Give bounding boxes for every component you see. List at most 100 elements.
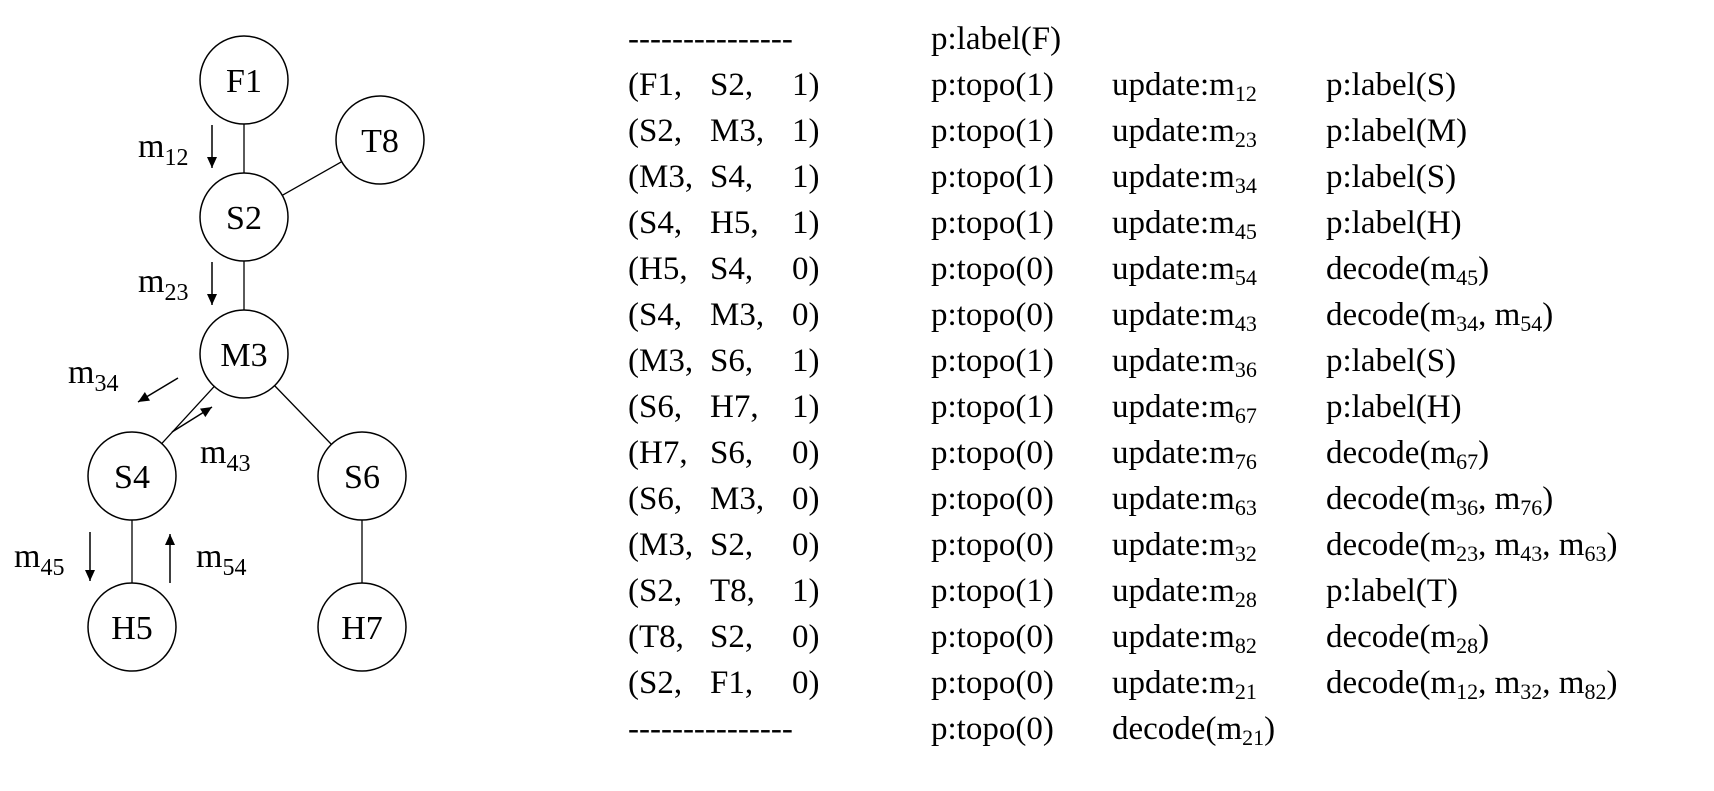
- update-call: update:m82: [1112, 614, 1257, 660]
- node-circle: [199, 309, 289, 399]
- message-base: m: [1494, 665, 1521, 701]
- tree-node-s6: S6: [317, 431, 407, 521]
- label-text: p:label(T): [1326, 573, 1458, 609]
- paren-open: (: [1419, 527, 1431, 563]
- update-call: update:m23: [1112, 108, 1257, 154]
- schedule-row: (M3, S4, 1) p:topo(1) update:m34 p:label(S): [0, 154, 1714, 200]
- message-sub: 82: [1584, 679, 1607, 704]
- decode-word: decode: [1112, 711, 1206, 747]
- update-prefix: update:m: [1112, 67, 1235, 103]
- decode-word: decode: [1326, 297, 1420, 333]
- message-base: m: [1494, 481, 1521, 517]
- update-sub: 63: [1234, 495, 1257, 520]
- triple-part: 0): [792, 251, 820, 287]
- triple-part: H7,: [710, 389, 759, 425]
- update-sub: 76: [1234, 449, 1257, 474]
- node-label: H5: [111, 610, 153, 647]
- node-circle: [87, 431, 177, 521]
- schedule-row: (F1, S2, 1) p:topo(1) update:m12 p:label(S): [0, 62, 1714, 108]
- triple-part: (F1,: [628, 67, 683, 103]
- message-label: m43: [200, 434, 250, 477]
- update-call: update:m12: [1112, 62, 1257, 108]
- edge-triple: ---------------: [628, 706, 793, 752]
- update-prefix: update:m: [1112, 527, 1235, 563]
- topo-call: p:topo(1): [931, 389, 1054, 425]
- triple-part: (S6,: [628, 389, 683, 425]
- schedule-row: (S4, H5, 1) p:topo(1) update:m45 p:label(H): [0, 200, 1714, 246]
- schedule-row: (H7, S6, 0) p:topo(0) update:m76 decode(m67): [0, 430, 1714, 476]
- update-call: update:m36: [1112, 338, 1257, 384]
- update-call: update:m67: [1112, 384, 1257, 430]
- edge-triple: (H7, S6, 0): [628, 430, 820, 476]
- tree-node-t8: T8: [335, 95, 425, 185]
- triple-part: ---------------: [628, 711, 793, 747]
- update-call: update:m54: [1112, 246, 1257, 292]
- update-call: update:m43: [1112, 292, 1257, 338]
- tree-node-s2: S2: [199, 172, 289, 262]
- schedule-row: (S6, M3, 0) p:topo(0) update:m63 decode(m36, …: [0, 476, 1714, 522]
- edge-triple: ---------------: [628, 16, 793, 62]
- paren-open: (: [1419, 481, 1431, 517]
- triple-part: S2,: [710, 619, 754, 655]
- paren-close: ): [1542, 481, 1554, 517]
- triple-part: (M3,: [628, 527, 694, 563]
- update-sub: 54: [1234, 265, 1257, 290]
- topo-call: p:label(F): [931, 21, 1062, 57]
- topo-call: p:topo(1): [931, 205, 1054, 241]
- schedule-row: (S6, H7, 1) p:topo(1) update:m67 p:label(H): [0, 384, 1714, 430]
- message-sub: 36: [1456, 495, 1479, 520]
- arrowhead-icon: [207, 157, 217, 168]
- topo-call: p:topo(0): [931, 527, 1054, 563]
- schedule-row: (S2, F1, 0) p:topo(0) update:m21 decode(m12, …: [0, 660, 1714, 706]
- triple-part: S2,: [710, 527, 754, 563]
- edge-triple: (S2, M3, 1): [628, 108, 820, 154]
- update-call: update:m45: [1112, 200, 1257, 246]
- label-call: p:label(S): [1326, 154, 1456, 200]
- decode-call: decode(m67): [1326, 430, 1489, 476]
- tree-edge-m3-s4: [161, 385, 215, 445]
- node-circle: [199, 35, 289, 125]
- tree-node-h7: H7: [317, 582, 407, 672]
- topo-call: p:topo(0): [931, 665, 1054, 701]
- triple-part: 0): [792, 665, 820, 701]
- topo-call: p:topo(0): [931, 619, 1054, 655]
- tree-node-h5: H5: [87, 582, 177, 672]
- triple-part: (H5,: [628, 251, 688, 287]
- topo-call: p:topo(1): [931, 573, 1054, 609]
- message-label: m12: [138, 128, 188, 171]
- message-base: m: [1430, 481, 1457, 517]
- update-call: update:m34: [1112, 154, 1257, 200]
- message-m45: m45: [14, 532, 95, 581]
- triple-part: (T8,: [628, 619, 684, 655]
- message-sub: 43: [1520, 541, 1543, 566]
- schedule-row: (H5, S4, 0) p:topo(0) update:m54 decode(m45): [0, 246, 1714, 292]
- message-label: m34: [68, 354, 118, 397]
- label-call: p:label(T): [1326, 568, 1458, 614]
- triple-part: 0): [792, 481, 820, 517]
- tree-edge-s2-t8: [281, 161, 343, 196]
- edge-triple: (S4, M3, 0): [628, 292, 820, 338]
- node-label: S6: [344, 459, 380, 496]
- update-prefix: update:m: [1112, 251, 1235, 287]
- update-call: update:m21: [1112, 660, 1257, 706]
- node-label: T8: [361, 123, 399, 160]
- decode-call: decode(m28): [1326, 614, 1489, 660]
- decode-call: decode(m45): [1326, 246, 1489, 292]
- decode-word: decode: [1326, 527, 1420, 563]
- comma: ,: [1478, 297, 1495, 333]
- edge-triple: (S2, F1, 0): [628, 660, 820, 706]
- message-base: m: [1430, 297, 1457, 333]
- decode-call: decode(m23, m43, m63): [1326, 522, 1617, 568]
- triple-part: (S2,: [628, 573, 683, 609]
- triple-part: 1): [792, 205, 820, 241]
- label-text: p:label(S): [1326, 343, 1457, 379]
- paren-open: (: [1419, 297, 1431, 333]
- update-prefix: update:m: [1112, 435, 1235, 471]
- update-sub: 12: [1234, 81, 1257, 106]
- edge-triple: (S4, H5, 1): [628, 200, 820, 246]
- triple-part: (M3,: [628, 343, 694, 379]
- message-base: m: [1430, 435, 1457, 471]
- node-circle: [317, 582, 407, 672]
- node-circle: [317, 431, 407, 521]
